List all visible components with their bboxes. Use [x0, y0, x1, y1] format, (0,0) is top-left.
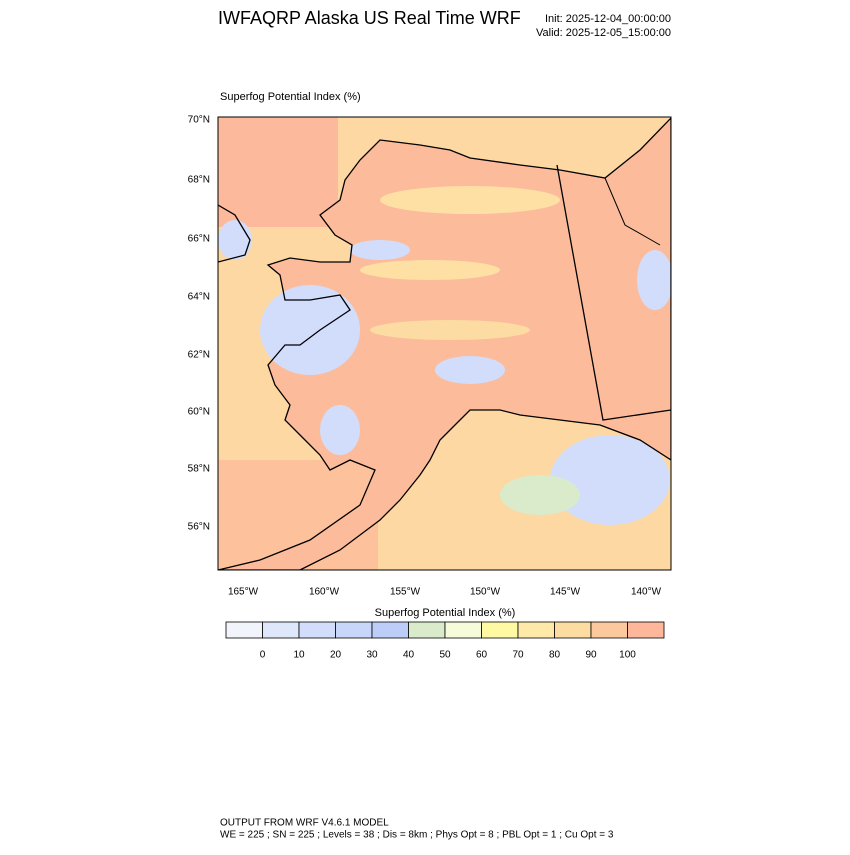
colorbar-box [590, 621, 628, 639]
colorbar-box [371, 621, 409, 639]
colorbar-box [481, 621, 519, 639]
footer-line: OUTPUT FROM WRF V4.6.1 MODEL [220, 818, 389, 829]
footer-line: WE = 225 ; SN = 225 ; Levels = 38 ; Dis … [220, 830, 614, 841]
lat-label: 58°N [188, 464, 210, 475]
colorbar-label: 40 [403, 650, 415, 661]
map-title: Superfog Potential Index (%) [220, 91, 361, 103]
colorbar-box [262, 621, 300, 639]
colorbar-box [225, 621, 263, 639]
colorbar-box [335, 621, 373, 639]
colorbar-label: 70 [512, 650, 524, 661]
colorbar-box [554, 621, 592, 639]
lat-label: 56°N [188, 522, 210, 533]
colorbar-label: 0 [260, 650, 266, 661]
colorbar-label: 80 [549, 650, 561, 661]
colorbar-box [627, 621, 665, 639]
colorbar-label: 50 [439, 650, 451, 661]
colorbar-box [298, 621, 336, 639]
colorbar-box [408, 621, 446, 639]
colorbar-title: Superfog Potential Index (%) [375, 607, 516, 619]
valid-time: Valid: 2025-12-05_15:00:00 [536, 27, 671, 39]
lat-label: 60°N [188, 407, 210, 418]
lon-label: 145°W [550, 587, 581, 598]
lat-label: 66°N [188, 234, 210, 245]
colorbar-label: 20 [330, 650, 342, 661]
colorbar-label: 90 [585, 650, 597, 661]
colorbar-label: 60 [476, 650, 488, 661]
colorbar-label: 100 [619, 650, 636, 661]
colorbar-label: 30 [366, 650, 378, 661]
lon-label: 155°W [390, 587, 421, 598]
lon-label: 160°W [309, 587, 340, 598]
lat-label: 68°N [188, 175, 210, 186]
colorbar-box [517, 621, 555, 639]
map-frame [217, 116, 672, 571]
lon-label: 165°W [228, 587, 259, 598]
lon-label: 140°W [631, 587, 662, 598]
lat-label: 70°N [188, 115, 210, 126]
lat-label: 62°N [188, 350, 210, 361]
init-time: Init: 2025-12-04_00:00:00 [545, 13, 671, 25]
colorbar-label: 10 [293, 650, 305, 661]
map [218, 117, 671, 570]
lat-label: 64°N [188, 292, 210, 303]
title: IWFAQRP Alaska US Real Time WRF [218, 8, 521, 28]
colorbar-box [444, 621, 482, 639]
lon-label: 150°W [470, 587, 501, 598]
